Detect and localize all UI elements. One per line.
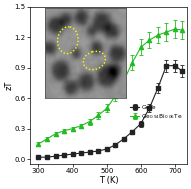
Legend: GeTe, Ge$_{0.94}$Bi$_{0.06}$Te: GeTe, Ge$_{0.94}$Bi$_{0.06}$Te	[129, 104, 184, 122]
Y-axis label: zT: zT	[4, 81, 13, 90]
X-axis label: T (K): T (K)	[99, 176, 118, 185]
